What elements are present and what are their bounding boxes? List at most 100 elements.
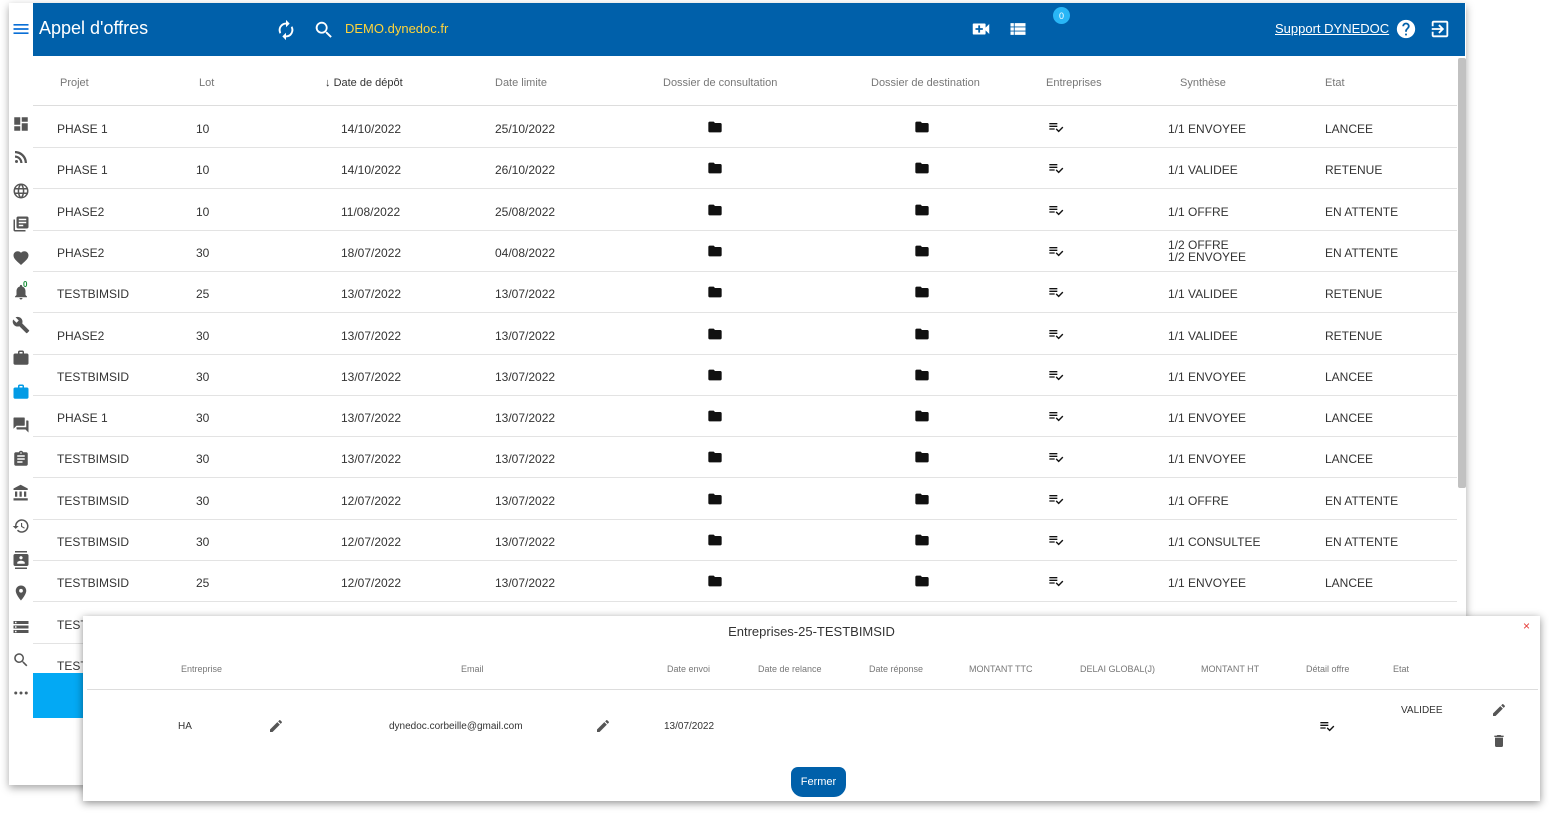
checklist-icon[interactable] bbox=[1047, 119, 1065, 135]
table-row[interactable]: PHASE2 30 13/07/2022 13/07/2022 1/1 VALIDEE R… bbox=[33, 314, 1457, 355]
table-row[interactable]: TESTBIMSID 25 12/07/2022 13/07/2022 1/1 ENVO… bbox=[33, 561, 1457, 603]
folder-icon[interactable] bbox=[706, 367, 724, 383]
folder-icon[interactable] bbox=[706, 532, 724, 548]
table-row[interactable]: TESTBIMSID 30 13/07/2022 13/07/2022 1/1 ENVO… bbox=[33, 355, 1457, 396]
rss-icon[interactable] bbox=[9, 145, 33, 169]
cell-projet: TESTBIMSID bbox=[57, 287, 130, 302]
close-icon[interactable]: × bbox=[1523, 619, 1531, 633]
cell-synthese: 1/1 VALIDEE bbox=[1168, 329, 1238, 343]
edit-row-icon[interactable] bbox=[1491, 702, 1507, 718]
briefcase-active-icon[interactable] bbox=[9, 380, 33, 404]
cell-lot: 30 bbox=[196, 411, 210, 426]
library-icon[interactable] bbox=[9, 212, 33, 236]
table-row[interactable]: TESTBIMSID 30 12/07/2022 13/07/2022 1/1 OFFR… bbox=[33, 479, 1457, 520]
table-row[interactable]: PHASE 1 10 14/10/2022 26/10/2022 1/1 VALIDEE… bbox=[33, 148, 1457, 190]
checklist-icon[interactable] bbox=[1047, 408, 1065, 424]
checklist-icon[interactable] bbox=[1047, 160, 1065, 176]
folder-icon[interactable] bbox=[913, 408, 931, 424]
search-icon[interactable] bbox=[9, 648, 33, 672]
help-icon[interactable] bbox=[1395, 18, 1417, 40]
folder-icon[interactable] bbox=[913, 573, 931, 589]
video-add-icon[interactable] bbox=[970, 18, 992, 40]
folder-icon[interactable] bbox=[913, 284, 931, 300]
column-header-lot[interactable]: Lot bbox=[199, 77, 215, 89]
column-header-date-limite[interactable]: Date limite bbox=[495, 77, 547, 89]
contact-icon[interactable] bbox=[9, 548, 33, 572]
checklist-icon[interactable] bbox=[1047, 243, 1065, 259]
list-icon[interactable] bbox=[1007, 18, 1029, 40]
domain-link[interactable]: DEMO.dynedoc.fr bbox=[345, 21, 449, 36]
heart-icon[interactable] bbox=[9, 246, 33, 270]
briefcase-icon[interactable] bbox=[9, 346, 33, 370]
bank-icon[interactable] bbox=[9, 481, 33, 505]
table-header: Projet Lot ↓ Date de dépôt Date limite D… bbox=[33, 56, 1457, 106]
table-row[interactable]: PHASE2 10 11/08/2022 25/08/2022 1/1 OFFRE EN … bbox=[33, 190, 1457, 231]
table-row[interactable]: PHASE 1 30 13/07/2022 13/07/2022 1/1 ENVOYEE… bbox=[33, 396, 1457, 438]
cell-synthese: 1/1 ENVOYEE bbox=[1168, 576, 1246, 590]
bell-icon[interactable]: 0 bbox=[9, 280, 33, 304]
column-header-entreprises[interactable]: Entreprises bbox=[1046, 77, 1102, 89]
storage-icon[interactable] bbox=[9, 615, 33, 639]
cell-projet: TESTBIMSID bbox=[57, 369, 130, 384]
column-header-synthese[interactable]: Synthèse bbox=[1180, 77, 1226, 89]
logout-icon[interactable] bbox=[1429, 18, 1451, 40]
table-row[interactable]: TESTBIMSID 25 13/07/2022 13/07/2022 1/1 VALI… bbox=[33, 272, 1457, 314]
wrench-icon[interactable] bbox=[9, 313, 33, 337]
folder-icon[interactable] bbox=[913, 119, 931, 135]
folder-icon[interactable] bbox=[913, 449, 931, 465]
edit-entreprise-icon[interactable] bbox=[268, 718, 284, 734]
folder-icon[interactable] bbox=[706, 326, 724, 342]
table-scrollbar[interactable] bbox=[1458, 58, 1466, 488]
folder-icon[interactable] bbox=[706, 491, 724, 507]
location-icon[interactable] bbox=[9, 581, 33, 605]
column-header-dossier-destination[interactable]: Dossier de destination bbox=[871, 77, 980, 89]
dashboard-icon[interactable] bbox=[9, 112, 33, 136]
folder-icon[interactable] bbox=[706, 243, 724, 259]
folder-icon[interactable] bbox=[913, 160, 931, 176]
folder-icon[interactable] bbox=[913, 202, 931, 218]
refresh-icon[interactable] bbox=[275, 19, 297, 41]
column-header-dossier-consultation[interactable]: Dossier de consultation bbox=[663, 77, 778, 89]
checklist-icon[interactable] bbox=[1047, 326, 1065, 342]
checklist-icon[interactable] bbox=[1047, 284, 1065, 300]
folder-icon[interactable] bbox=[913, 532, 931, 548]
table-row[interactable]: TESTBIMSID 30 13/07/2022 13/07/2022 1/1 ENVO… bbox=[33, 437, 1457, 479]
checklist-icon[interactable] bbox=[1047, 491, 1065, 507]
table-row[interactable]: TESTBIMSID 30 12/07/2022 13/07/2022 1/1 CONS… bbox=[33, 520, 1457, 561]
checklist-icon[interactable] bbox=[1047, 202, 1065, 218]
folder-icon[interactable] bbox=[706, 284, 724, 300]
close-button[interactable]: Fermer bbox=[791, 767, 846, 797]
delete-row-icon[interactable] bbox=[1491, 733, 1507, 749]
more-icon[interactable] bbox=[9, 681, 33, 705]
folder-icon[interactable] bbox=[913, 491, 931, 507]
folder-icon[interactable] bbox=[706, 119, 724, 135]
checklist-icon[interactable] bbox=[1047, 367, 1065, 383]
checklist-icon[interactable] bbox=[1047, 449, 1065, 465]
folder-icon[interactable] bbox=[706, 160, 724, 176]
search-icon[interactable] bbox=[313, 19, 335, 41]
menu-icon[interactable] bbox=[9, 17, 33, 41]
history-icon[interactable] bbox=[9, 514, 33, 538]
folder-icon[interactable] bbox=[913, 326, 931, 342]
globe-icon[interactable] bbox=[9, 179, 33, 203]
folder-icon[interactable] bbox=[706, 408, 724, 424]
folder-icon[interactable] bbox=[706, 573, 724, 589]
column-header-projet[interactable]: Projet bbox=[60, 77, 89, 89]
folder-icon[interactable] bbox=[706, 449, 724, 465]
chat-icon[interactable] bbox=[9, 413, 33, 437]
folder-icon[interactable] bbox=[706, 202, 724, 218]
table-row[interactable]: PHASE2 30 18/07/2022 04/08/2022 1/2 OFFRE 1/2… bbox=[33, 231, 1457, 272]
folder-icon[interactable] bbox=[913, 367, 931, 383]
clipboard-icon[interactable] bbox=[9, 447, 33, 471]
edit-email-icon[interactable] bbox=[595, 718, 611, 734]
checklist-icon[interactable] bbox=[1047, 532, 1065, 548]
checklist-icon[interactable] bbox=[1047, 573, 1065, 589]
support-link[interactable]: Support DYNEDOC bbox=[1275, 21, 1390, 36]
table-row[interactable]: PHASE 1 10 14/10/2022 25/10/2022 1/1 ENVOYEE… bbox=[33, 107, 1457, 148]
notification-badge[interactable]: 0 bbox=[1053, 7, 1070, 24]
folder-icon[interactable] bbox=[913, 243, 931, 259]
column-header-etat[interactable]: Etat bbox=[1325, 77, 1345, 89]
offer-detail-icon[interactable] bbox=[1319, 718, 1335, 734]
column-header-date-depot[interactable]: ↓ Date de dépôt bbox=[325, 77, 403, 89]
cell-projet: TEST bbox=[57, 617, 88, 632]
